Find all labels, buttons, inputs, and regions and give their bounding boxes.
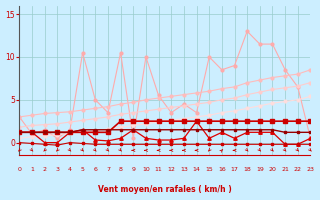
X-axis label: Vent moyen/en rafales ( km/h ): Vent moyen/en rafales ( km/h ) <box>98 185 232 194</box>
